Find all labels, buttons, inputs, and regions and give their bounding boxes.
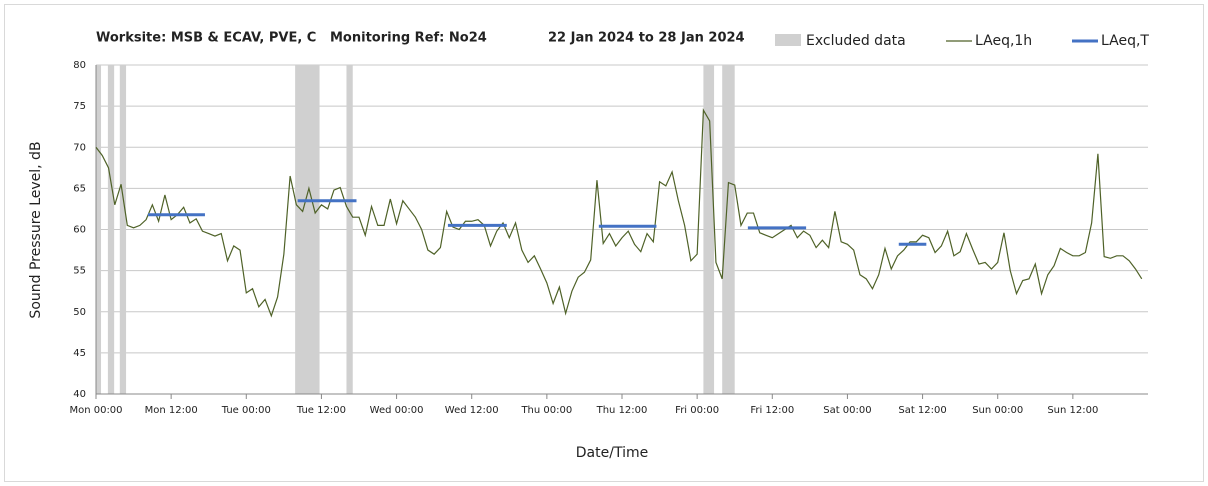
- excluded-band: [346, 65, 353, 394]
- y-tick-label: 50: [73, 307, 86, 318]
- excluded-band: [107, 65, 115, 394]
- x-tick-label: Sun 00:00: [972, 405, 1023, 416]
- legend-swatch: [775, 34, 801, 46]
- excluded-band: [722, 65, 735, 394]
- excluded-band: [295, 65, 320, 394]
- x-tick-label: Fri 00:00: [675, 405, 719, 416]
- excluded-band: [703, 65, 715, 394]
- y-tick-label: 60: [73, 225, 86, 236]
- y-axis-label: Sound Pressure Level, dB: [28, 141, 44, 318]
- y-tick-label: 75: [73, 101, 86, 112]
- x-tick-label: Wed 00:00: [370, 405, 424, 416]
- y-tick-label: 55: [73, 266, 86, 277]
- legend-label: Excluded data: [806, 33, 906, 49]
- y-tick-label: 80: [73, 60, 86, 71]
- excluded-band: [119, 65, 127, 394]
- y-tick-label: 70: [73, 142, 86, 153]
- y-tick-label: 45: [73, 348, 86, 359]
- x-tick-label: Fri 12:00: [750, 405, 794, 416]
- chart-title: Worksite: MSB & ECAV, PVE, C: [96, 31, 316, 46]
- x-tick-label: Wed 12:00: [445, 405, 499, 416]
- x-tick-label: Sat 12:00: [898, 405, 946, 416]
- excluded-band: [96, 65, 102, 394]
- x-tick-label: Thu 00:00: [520, 405, 572, 416]
- x-tick-label: Mon 12:00: [145, 405, 198, 416]
- x-tick-label: Tue 00:00: [221, 405, 271, 416]
- x-tick-label: Tue 12:00: [296, 405, 346, 416]
- date-range: 22 Jan 2024 to 28 Jan 2024: [548, 31, 745, 46]
- x-axis-label: Date/Time: [576, 445, 648, 461]
- frame: [4, 4, 1204, 482]
- x-tick-label: Sun 12:00: [1047, 405, 1098, 416]
- x-tick-label: Thu 12:00: [596, 405, 648, 416]
- line: [95, 108, 1143, 318]
- x-tick-label: Mon 00:00: [69, 405, 122, 416]
- x-tick-label: Sat 00:00: [823, 405, 871, 416]
- legend-label: LAeq,1h: [975, 33, 1032, 49]
- y-tick-label: 65: [73, 183, 86, 194]
- legend-label: LAeq,T: [1101, 33, 1149, 49]
- monitoring-ref: Monitoring Ref: No24: [330, 31, 487, 46]
- y-tick-label: 40: [73, 389, 86, 400]
